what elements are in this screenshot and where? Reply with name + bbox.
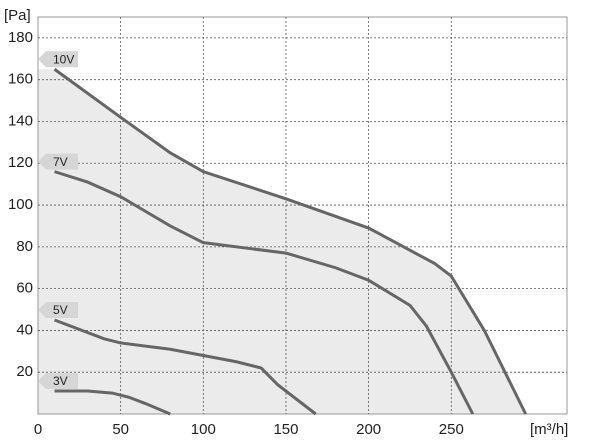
x-tick-label: 150 (273, 421, 298, 438)
y-tick-label: 20 (16, 363, 33, 380)
x-tick-label: 100 (191, 421, 216, 438)
curve-tag (38, 373, 78, 390)
x-tick-label: 50 (112, 421, 129, 438)
y-tick-label: 140 (8, 112, 33, 129)
curve-label: 3V (53, 374, 68, 388)
y-axis-label: [Pa] (4, 7, 31, 24)
y-tick-label: 80 (16, 238, 33, 255)
x-axis-label: [m³/h] (530, 421, 568, 438)
area-fill (38, 69, 526, 414)
y-tick-label: 120 (8, 154, 33, 171)
y-tick-label: 160 (8, 71, 33, 88)
y-tick-label: 60 (16, 280, 33, 297)
x-tick-label: 250 (439, 421, 464, 438)
plot-frame (37, 16, 568, 415)
y-tick-label: 100 (8, 196, 33, 213)
x-tick-label: 200 (356, 421, 381, 438)
series-line (53, 68, 528, 415)
curve-label: 10V (53, 52, 74, 66)
curve-tag (38, 153, 78, 170)
series-line (54, 170, 475, 415)
series-line (53, 318, 317, 416)
curve-label: 7V (53, 155, 68, 169)
curve-tag (38, 51, 78, 68)
x-tick-label: 0 (34, 421, 42, 438)
y-tick-label: 180 (8, 29, 33, 46)
series-line (54, 389, 171, 416)
curve-label: 5V (53, 303, 68, 317)
curve-tag (38, 301, 78, 318)
y-tick-label: 40 (16, 321, 33, 338)
